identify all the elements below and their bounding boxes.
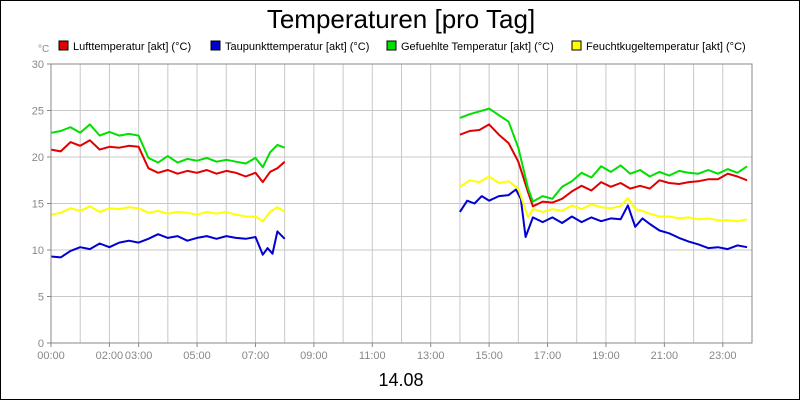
legend-swatch (210, 40, 221, 51)
y-tick-label: 25 (32, 106, 44, 118)
x-tick-label: 03:00 (125, 350, 153, 362)
legend-swatch (58, 40, 69, 51)
x-tick-label: 23:00 (709, 350, 737, 362)
legend-label: Lufttemperatur [akt] (°C) (73, 41, 191, 53)
legend-label: Taupunkttemperatur [akt] (°C) (225, 41, 369, 53)
y-tick-label: 30 (32, 59, 44, 71)
x-tick-label: 11:00 (359, 350, 386, 362)
chart-title: Temperaturen [pro Tag] (267, 4, 535, 34)
x-tick-label: 07:00 (242, 350, 270, 362)
series-line-4 (50, 205, 286, 223)
series-line-3 (50, 123, 286, 169)
y-tick-label: 20 (32, 152, 44, 164)
series-line-3 (459, 107, 748, 203)
legend-label: Gefuehlte Temperatur [akt] (°C) (401, 41, 554, 53)
series-layer (50, 107, 748, 259)
legend: Lufttemperatur [akt] (°C) Taupunkttempera… (58, 40, 746, 53)
x-axis-ticks: 00:00 02:00 03:00 05:00 07:00 09:00 11:00 13:00… (37, 343, 737, 362)
legend-swatch (386, 40, 397, 51)
y-tick-label: 0 (38, 338, 44, 350)
series-line-2 (459, 188, 748, 251)
series-line-1 (459, 123, 748, 208)
x-tick-label: 05:00 (183, 350, 211, 362)
x-tick-label: 21:00 (651, 350, 679, 362)
x-tick-label: 02:00 (96, 350, 124, 362)
legend-swatch (571, 40, 582, 51)
x-tick-label: 13:00 (417, 350, 445, 362)
y-axis-unit: °C (38, 44, 49, 55)
series-line-4 (459, 175, 748, 223)
y-tick-label: 5 (38, 292, 44, 304)
x-tick-label: 00:00 (37, 350, 65, 362)
date-label: 14.08 (378, 370, 423, 390)
y-axis-ticks: 0 5 10 15 20 25 30 (32, 59, 51, 350)
series-line-2 (50, 230, 286, 259)
legend-label: Feuchtkugeltemperatur [akt] (°C) (586, 41, 746, 53)
series-line-1 (50, 139, 286, 184)
grid-lines (51, 63, 752, 344)
y-tick-label: 10 (32, 245, 44, 257)
x-tick-label: 09:00 (300, 350, 328, 362)
x-tick-label: 15:00 (475, 350, 503, 362)
y-tick-label: 15 (32, 199, 44, 211)
x-tick-label: 19:00 (592, 350, 620, 362)
x-tick-label: 17:00 (534, 350, 562, 362)
